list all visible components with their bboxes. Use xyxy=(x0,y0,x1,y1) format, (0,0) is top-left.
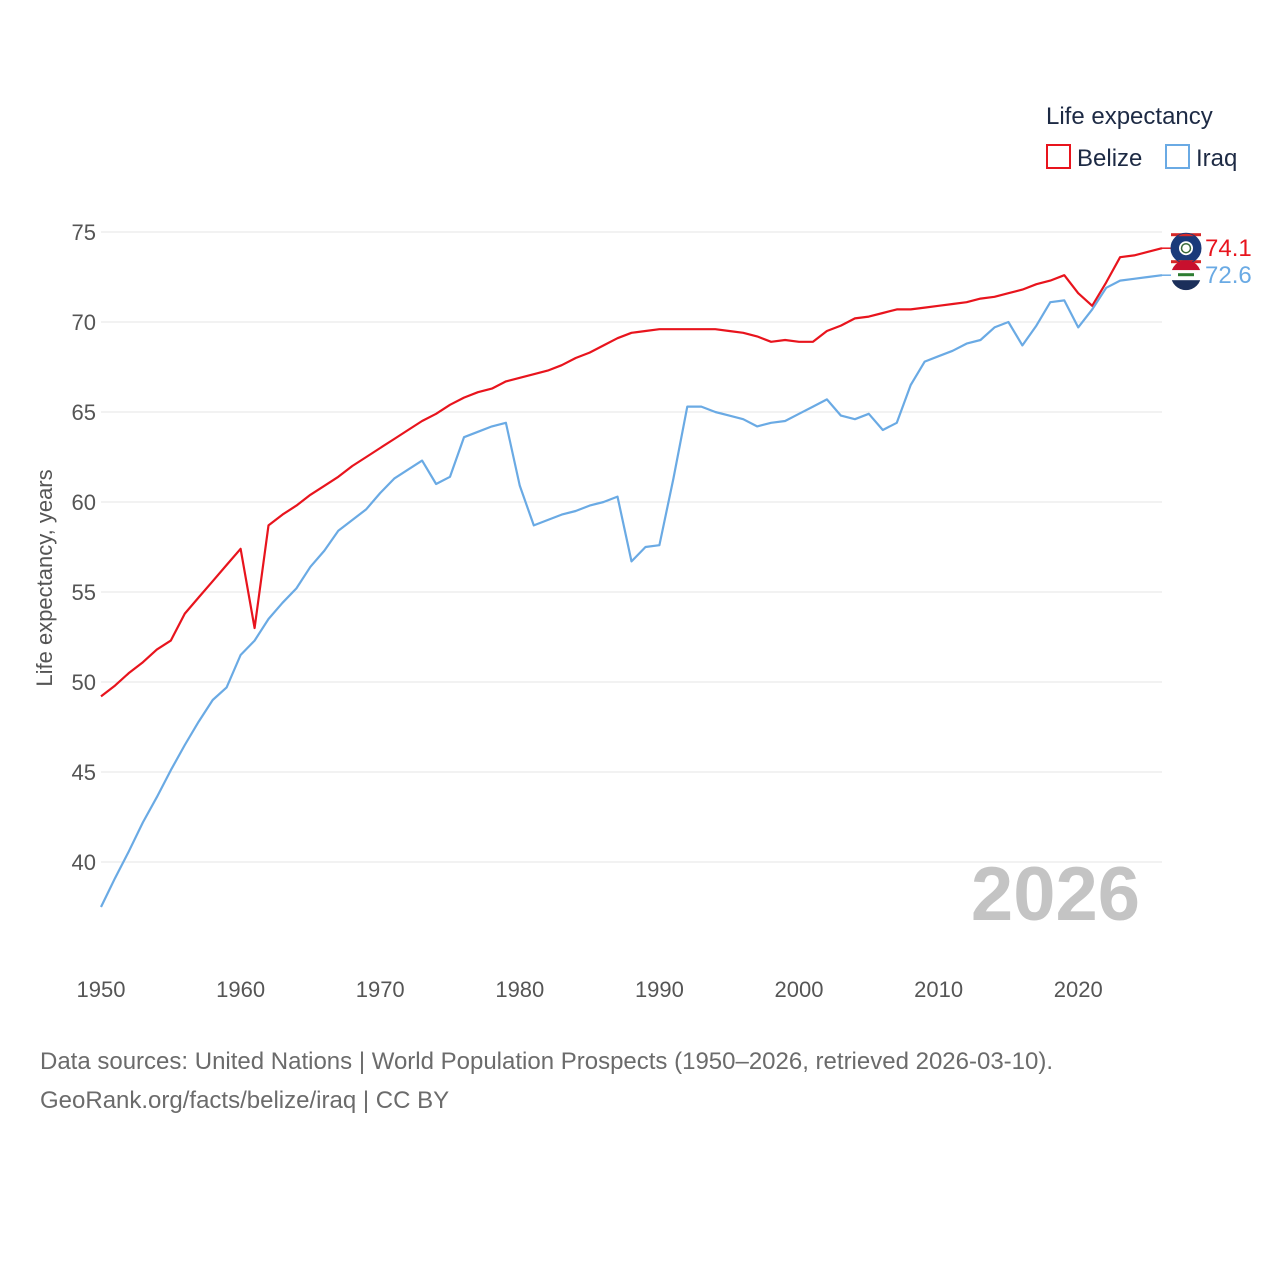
x-tick-1990: 1990 xyxy=(635,977,684,1002)
legend-label-iraq[interactable]: Iraq xyxy=(1196,145,1237,172)
legend-swatch-belize[interactable] xyxy=(1046,144,1071,169)
sources-text: Data sources: United Nations | World Pop… xyxy=(40,1048,1054,1075)
x-tick-2020: 2020 xyxy=(1054,977,1103,1002)
x-tick-2010: 2010 xyxy=(914,977,963,1002)
y-tick-40: 40 xyxy=(72,850,96,875)
iraq-end-value: 72.6 xyxy=(1205,262,1252,289)
source-url[interactable]: GeoRank.org/facts/belize/iraq | CC BY xyxy=(40,1087,450,1114)
series-line-iraq xyxy=(100,274,1163,908)
y-axis-label: Life expectancy, years xyxy=(32,469,57,686)
legend-title: Life expectancy xyxy=(1046,103,1213,130)
iraq-flag-icon xyxy=(1171,260,1201,291)
y-tick-45: 45 xyxy=(72,760,96,785)
belize-end-marker: 74.1 xyxy=(1162,232,1252,264)
y-tick-55: 55 xyxy=(72,580,96,605)
x-tick-1980: 1980 xyxy=(495,977,544,1002)
data-sources-footer: Data sources: United Nations | World Pop… xyxy=(40,1042,1053,1120)
life-expectancy-chart: 40 45 50 55 60 65 70 75 1950 1960 1970 1980 1990 200… xyxy=(32,103,1252,1002)
iraq-end-marker: 72.6 xyxy=(1162,260,1252,291)
y-tick-60: 60 xyxy=(72,490,96,515)
legend-swatch-iraq[interactable] xyxy=(1165,144,1190,169)
x-tick-2000: 2000 xyxy=(775,977,824,1002)
series-line-belize xyxy=(100,247,1163,698)
legend: Life expectancy Belize Iraq xyxy=(1046,103,1237,172)
y-tick-75: 75 xyxy=(72,220,96,245)
x-tick-1970: 1970 xyxy=(356,977,405,1002)
belize-end-value: 74.1 xyxy=(1205,235,1252,262)
y-tick-50: 50 xyxy=(72,670,96,695)
belize-flag-icon xyxy=(1170,232,1202,264)
x-tick-1950: 1950 xyxy=(77,977,126,1002)
x-axis-ticks: 1950 1960 1970 1980 1990 2000 2010 2020 xyxy=(77,977,1103,1002)
y-tick-70: 70 xyxy=(72,310,96,335)
y-axis-ticks: 40 45 50 55 60 65 70 75 xyxy=(72,220,96,875)
current-year-label: 2026 xyxy=(971,852,1140,937)
legend-label-belize[interactable]: Belize xyxy=(1077,145,1142,172)
y-tick-65: 65 xyxy=(72,400,96,425)
series-group xyxy=(100,247,1163,908)
x-tick-1960: 1960 xyxy=(216,977,265,1002)
grid-lines xyxy=(101,231,1162,863)
